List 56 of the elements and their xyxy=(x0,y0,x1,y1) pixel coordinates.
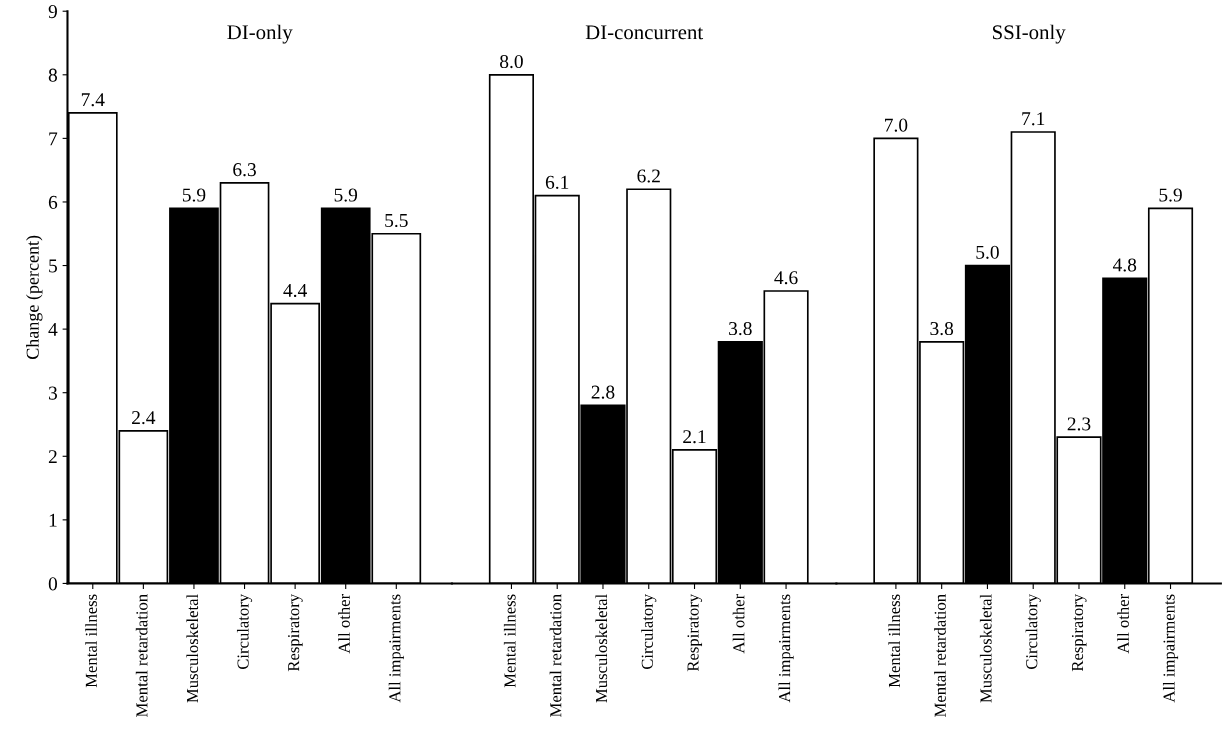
x-tick-label: Mental retardation xyxy=(135,594,148,717)
y-tick-label: 4 xyxy=(48,323,58,336)
data-label: 7.4 xyxy=(81,93,105,107)
y-tick-label: 8 xyxy=(48,68,58,82)
text: DI-only xyxy=(227,24,293,44)
x-tick-label: Mental illness xyxy=(503,594,516,688)
x-tick-label: All impairments xyxy=(1162,594,1179,703)
x-tick-label: Mental retardation xyxy=(549,594,562,717)
x-tick-label: Respiratory xyxy=(1071,593,1087,672)
y-tick-label: 0 xyxy=(48,577,58,591)
data-label: 5.9 xyxy=(334,188,358,202)
data-label: 7.1 xyxy=(1022,112,1045,126)
x-tick-label: Respiratory xyxy=(288,593,303,672)
data-label: 6.3 xyxy=(233,163,256,177)
x-tick-label: Circulatory xyxy=(641,593,657,670)
y-tick-label: 1 xyxy=(49,513,57,527)
x-tick-label: All impairments xyxy=(778,594,794,703)
data-label: 6.2 xyxy=(637,169,660,183)
data-label: 2.4 xyxy=(132,411,156,425)
data-label: 4.8 xyxy=(1112,258,1137,272)
x-tick-label: Mental illness xyxy=(888,594,901,688)
y-tick-label: 5 xyxy=(49,259,57,273)
x-tick-label: All other xyxy=(338,594,350,654)
data-label: 5.9 xyxy=(1159,188,1182,202)
text: SSI-only xyxy=(992,24,1066,44)
data-label: 5.5 xyxy=(385,214,408,228)
x-tick-label: Musculoskeletal xyxy=(186,594,199,703)
data-label: 3.8 xyxy=(729,321,752,336)
y-tick-label: 2 xyxy=(48,450,57,464)
x-tick-label: Musculoskeletal xyxy=(979,594,992,703)
x-tick-label: Respiratory xyxy=(687,593,703,672)
data-label: 7.0 xyxy=(885,118,908,132)
data-label: 2.3 xyxy=(1067,417,1091,431)
x-tick-label: Mental illness xyxy=(85,594,97,688)
text: DI-concurrent xyxy=(585,25,704,40)
y-tick-label: 7 xyxy=(49,132,58,146)
x-tick-label: All other xyxy=(1117,594,1129,654)
y-tick-label: 9 xyxy=(48,5,57,19)
data-label: 8.0 xyxy=(500,54,523,69)
x-tick-label: All impairments xyxy=(388,594,404,703)
data-label: 2.8 xyxy=(591,385,615,399)
x-tick-label: Circulatory xyxy=(1025,593,1041,670)
x-tick-label: Circulatory xyxy=(236,593,253,670)
y-tick-label: 6 xyxy=(48,195,58,209)
data-label: 2.1 xyxy=(683,430,706,444)
data-label: 5.0 xyxy=(976,245,999,259)
data-label: 3.8 xyxy=(930,321,954,336)
y-tick-label: 3 xyxy=(48,386,57,400)
data-label: 5.9 xyxy=(182,188,206,202)
data-label: 6.1 xyxy=(545,175,569,189)
y-axis-title: Change (percent) xyxy=(26,235,43,359)
x-tick-label: Musculoskeletal xyxy=(595,594,608,703)
x-tick-label: All other xyxy=(732,594,745,654)
data-label: 4.6 xyxy=(774,271,798,285)
x-tick-label: Mental retardation xyxy=(934,594,946,717)
data-label: 4.4 xyxy=(283,283,307,298)
